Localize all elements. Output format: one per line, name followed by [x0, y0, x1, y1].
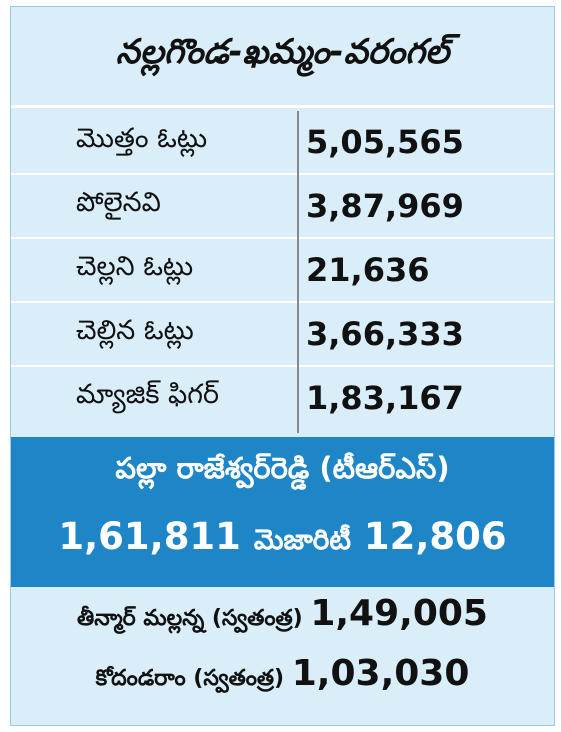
- candidate-name: కోదండరాం (స్వతంత్ర): [95, 666, 285, 691]
- row-label: పోలైనవి: [76, 187, 161, 218]
- row-value: 5,05,565: [306, 123, 464, 161]
- table-row: చెల్లిన ఓట్లు 3,66,333: [11, 303, 554, 367]
- table-row: మ్యాజిక్ ఫిగర్ 1,83,167: [11, 367, 554, 429]
- row-value: 21,636: [306, 251, 430, 289]
- row-value: 1,83,167: [306, 379, 464, 417]
- info-box: నల్లగొండ-ఖమ్మం-వరంగల్ మొత్తం ఓట్లు 5,05,5…: [10, 6, 555, 726]
- candidate-line: కోదండరాం (స్వతంత్ర) 1,03,030: [11, 653, 554, 696]
- row-label: మొత్తం ఓట్లు: [76, 123, 208, 154]
- candidate-name: తీన్మార్ మల్లన్న (స్వతంత్ర): [77, 606, 303, 631]
- table-row: పోలైనవి 3,87,969: [11, 175, 554, 239]
- row-label: చెల్లని ఓట్లు: [76, 251, 194, 282]
- candidate-votes: 1,49,005: [310, 593, 488, 634]
- table-row: చెల్లని ఓట్లు 21,636: [11, 239, 554, 303]
- row-label: చెల్లిన ఓట్లు: [76, 315, 194, 346]
- vote-table: మొత్తం ఓట్లు 5,05,565 పోలైనవి 3,87,969 చెల్ల…: [11, 111, 554, 433]
- row-label: మ్యాజిక్ ఫిగర్: [76, 379, 219, 410]
- majority-label: మెజారిటీ: [253, 523, 351, 556]
- majority: 12,806: [363, 515, 507, 558]
- column-divider: [297, 111, 299, 433]
- other-candidates: తీన్మార్ మల్లన్న (స్వతంత్ర) 1,49,005 కోదం…: [11, 593, 554, 725]
- row-value: 3,66,333: [306, 315, 464, 353]
- table-row: మొత్తం ఓట్లు 5,05,565: [11, 111, 554, 175]
- winner-name: పల్లా రాజేశ్వర్‌రెడ్డి (టీఆర్‌ఎస్‌): [115, 451, 450, 485]
- candidate-votes: 1,03,030: [291, 653, 470, 694]
- row-value: 3,87,969: [306, 187, 464, 225]
- title: నల్లగొండ-ఖమ్మం-వరంగల్: [11, 7, 554, 108]
- candidate-line: తీన్మార్ మల్లన్న (స్వతంత్ర) 1,49,005: [11, 593, 554, 636]
- winner-band: పల్లా రాజేశ్వర్‌రెడ్డి (టీఆర్‌ఎస్‌) 1,61…: [11, 437, 554, 587]
- winner-line: 1,61,811 మెజారిటీ 12,806: [11, 515, 554, 563]
- winner-votes: 1,61,811: [58, 515, 241, 558]
